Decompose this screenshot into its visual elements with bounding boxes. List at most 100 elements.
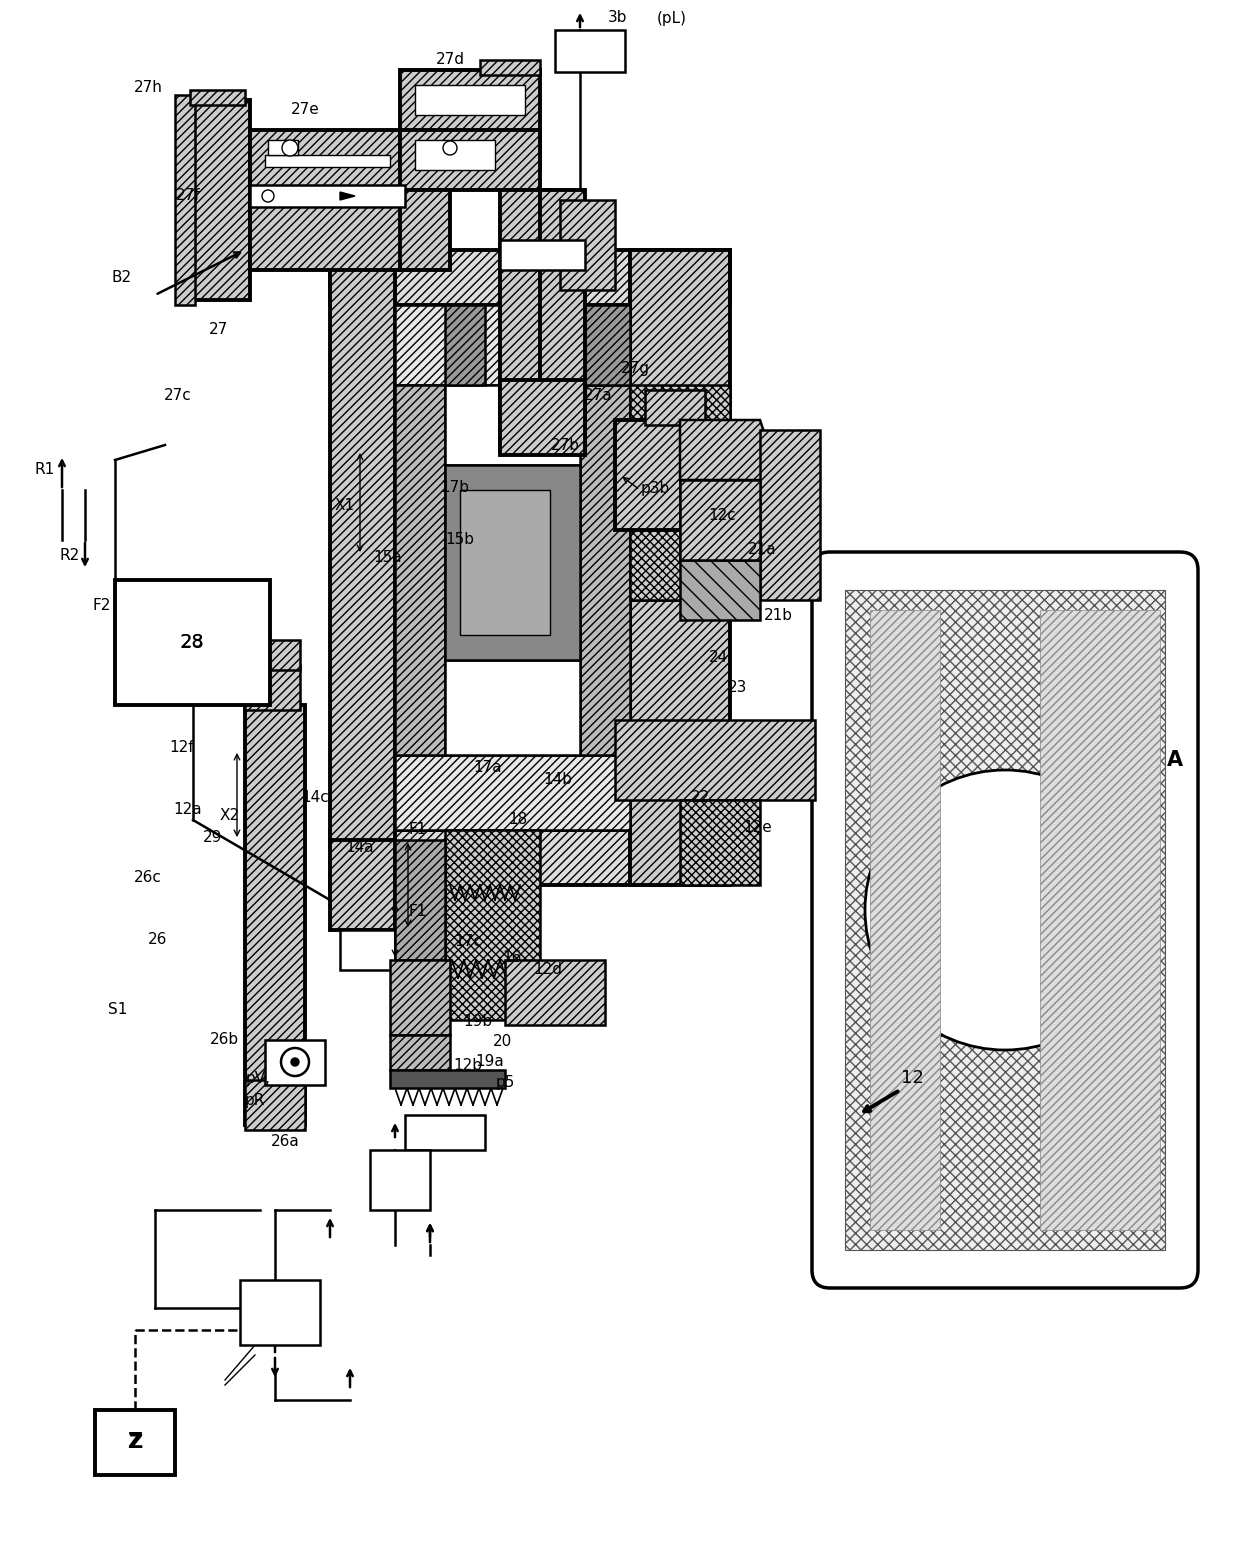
Bar <box>396 385 445 755</box>
Text: 27d: 27d <box>435 53 465 67</box>
Text: 27f: 27f <box>176 189 201 203</box>
Bar <box>580 385 630 755</box>
Text: 27e: 27e <box>290 103 320 117</box>
Bar <box>241 1279 320 1345</box>
Bar <box>396 840 445 960</box>
Text: A: A <box>1167 751 1183 769</box>
Text: 17a: 17a <box>474 760 502 776</box>
Polygon shape <box>680 560 760 619</box>
Bar <box>556 30 625 72</box>
Bar <box>175 95 195 305</box>
Text: R2: R2 <box>60 547 81 563</box>
FancyBboxPatch shape <box>812 552 1198 1289</box>
Text: 15b: 15b <box>445 532 475 547</box>
Bar <box>560 200 615 289</box>
Bar <box>391 1035 450 1070</box>
Text: 12: 12 <box>900 1070 924 1087</box>
Circle shape <box>443 141 458 155</box>
Text: pR: pR <box>244 1093 265 1107</box>
Text: 17c: 17c <box>454 935 482 949</box>
Text: 27: 27 <box>208 322 228 338</box>
Text: 14c: 14c <box>301 790 329 805</box>
Circle shape <box>866 769 1145 1049</box>
Bar <box>844 590 1166 1250</box>
Text: 21a: 21a <box>748 543 776 557</box>
Bar <box>340 931 396 970</box>
Text: 28: 28 <box>181 633 203 651</box>
Bar <box>330 840 396 931</box>
Bar <box>246 705 305 1125</box>
Bar <box>645 389 706 425</box>
Bar <box>401 70 539 170</box>
Text: 26a: 26a <box>270 1134 299 1150</box>
Bar <box>250 130 405 189</box>
Text: 3b: 3b <box>609 11 627 25</box>
Circle shape <box>291 1057 299 1067</box>
Bar <box>445 465 580 660</box>
Bar <box>556 305 630 385</box>
Bar <box>680 801 760 885</box>
Bar <box>265 1040 325 1085</box>
Bar <box>401 130 539 189</box>
Bar <box>250 185 405 206</box>
Bar <box>265 155 391 167</box>
Bar <box>268 141 298 155</box>
Bar <box>630 250 730 450</box>
Bar <box>246 1081 305 1131</box>
Text: 26c: 26c <box>134 871 162 885</box>
Text: 12b: 12b <box>454 1057 482 1073</box>
Text: 20: 20 <box>492 1034 512 1049</box>
Text: 23: 23 <box>728 680 748 696</box>
Bar <box>190 91 246 105</box>
Bar <box>95 1411 175 1475</box>
Bar <box>401 189 450 271</box>
Text: F2: F2 <box>93 597 112 613</box>
Polygon shape <box>340 192 355 200</box>
Circle shape <box>281 1048 309 1076</box>
Text: 27c: 27c <box>164 388 192 402</box>
Text: 16: 16 <box>502 951 522 965</box>
Text: 14a: 14a <box>346 840 374 856</box>
Bar <box>396 755 630 830</box>
Text: 12e: 12e <box>744 821 773 835</box>
Bar <box>500 189 551 450</box>
Text: 27a: 27a <box>584 388 613 402</box>
Text: 19a: 19a <box>476 1054 505 1070</box>
Text: 15a: 15a <box>373 551 402 566</box>
Bar <box>630 601 730 885</box>
Bar <box>415 84 525 116</box>
Text: pV,: pV, <box>246 1070 270 1085</box>
Circle shape <box>262 189 274 202</box>
Text: 21b: 21b <box>764 607 792 622</box>
Text: 19b: 19b <box>464 1015 492 1029</box>
Text: 26: 26 <box>149 932 167 948</box>
Text: 29: 29 <box>203 830 223 846</box>
Text: R1: R1 <box>35 463 55 477</box>
Bar <box>405 1115 485 1150</box>
Polygon shape <box>680 480 760 560</box>
Bar <box>391 960 450 1035</box>
Bar <box>246 665 300 710</box>
Polygon shape <box>760 430 820 601</box>
Text: 26b: 26b <box>210 1032 238 1048</box>
Text: 12a: 12a <box>174 802 202 818</box>
Bar <box>415 141 495 170</box>
Circle shape <box>281 141 298 156</box>
Bar <box>500 380 585 455</box>
Bar <box>396 305 630 385</box>
Bar <box>480 59 539 75</box>
Text: X2: X2 <box>219 807 241 823</box>
Bar <box>615 719 815 801</box>
Text: p5: p5 <box>495 1074 515 1090</box>
Bar <box>330 830 730 885</box>
Bar <box>370 1150 430 1211</box>
Bar <box>615 421 706 530</box>
Text: Z: Z <box>128 1433 143 1451</box>
Text: 27h: 27h <box>134 80 162 95</box>
Bar <box>260 640 300 669</box>
Text: p3b: p3b <box>640 480 670 496</box>
Bar <box>330 250 396 890</box>
Text: 22: 22 <box>691 790 709 805</box>
Text: B2: B2 <box>112 271 133 286</box>
Text: Z: Z <box>128 1433 143 1451</box>
